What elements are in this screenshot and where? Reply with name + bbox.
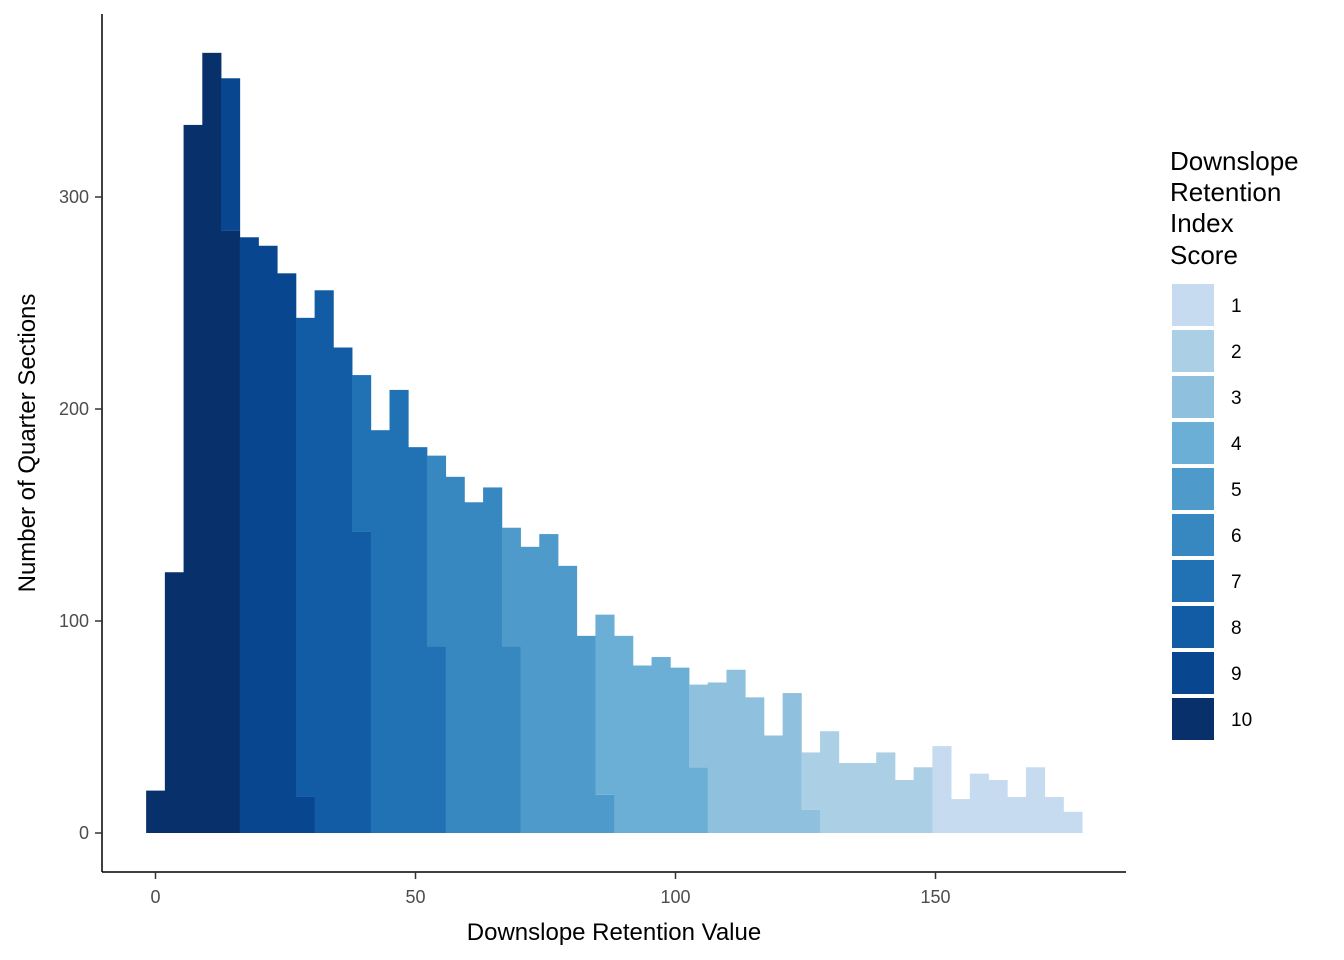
legend-label: 7 — [1231, 572, 1242, 593]
legend-label: 3 — [1231, 388, 1242, 409]
histogram-bar — [689, 767, 709, 833]
y-tick-label: 200 — [59, 399, 89, 419]
legend-title: Downslope Retention Index Score — [1170, 146, 1306, 270]
histogram-bar — [932, 746, 952, 833]
histogram-bar — [295, 796, 316, 833]
legend-key — [1172, 514, 1214, 556]
histogram-bar — [707, 682, 727, 833]
x-tick-label: 150 — [920, 887, 950, 907]
legend-label: 2 — [1231, 342, 1242, 363]
histogram-bar — [370, 430, 390, 833]
histogram-bar — [614, 635, 634, 833]
histogram-bar — [221, 230, 241, 834]
histogram-bar — [1063, 811, 1083, 833]
histogram-bar — [894, 780, 915, 833]
histogram-bar — [464, 502, 484, 833]
legend-label: 8 — [1231, 618, 1242, 639]
y-axis-title: Number of Quarter Sections — [14, 294, 41, 593]
histogram-bar — [969, 773, 989, 833]
histogram-bar — [988, 780, 1008, 833]
legend-key — [1172, 468, 1214, 510]
histogram-bar — [352, 531, 372, 833]
histogram-bar — [632, 665, 652, 833]
histogram-bar — [239, 237, 259, 833]
histogram-bar — [520, 546, 540, 833]
legend-key — [1172, 330, 1214, 372]
histogram-bar — [1044, 796, 1064, 833]
legend-label: 5 — [1231, 480, 1242, 501]
legend-key — [1172, 376, 1214, 418]
histogram-bar — [801, 752, 821, 810]
legend-key — [1172, 698, 1214, 740]
histogram-bar — [314, 290, 334, 833]
histogram-bar — [408, 447, 428, 833]
y-tick-label: 0 — [79, 823, 89, 843]
histogram-bar — [352, 375, 372, 532]
legend-key — [1172, 284, 1214, 326]
histogram-bar — [726, 669, 746, 833]
legend-key — [1172, 652, 1214, 694]
legend-label: 1 — [1231, 296, 1242, 317]
histogram-bar — [689, 684, 709, 768]
histogram-bar — [277, 273, 297, 833]
histogram-bar — [576, 635, 596, 833]
histogram-bar — [426, 455, 447, 647]
histogram-bar — [539, 534, 559, 833]
histogram-bar — [501, 527, 521, 647]
legend-title-line: Index — [1170, 208, 1234, 238]
histogram-bar — [389, 389, 409, 833]
legend-key — [1172, 560, 1214, 602]
legend-label: 4 — [1231, 434, 1242, 455]
histogram-bar — [651, 657, 671, 833]
legend-label: 6 — [1231, 526, 1242, 547]
histogram-bar — [164, 572, 184, 833]
y-axis-ticks: 0 100 200 300 — [59, 187, 102, 843]
legend-title-line: Score — [1170, 240, 1238, 270]
legend-title-line: Downslope — [1170, 146, 1299, 176]
legend-title-line: Retention — [1170, 177, 1281, 207]
histogram-bar — [221, 78, 241, 231]
histogram-bar — [763, 735, 784, 833]
histogram-bar — [838, 763, 858, 833]
histogram-bar — [1007, 796, 1027, 833]
legend-label: 10 — [1231, 710, 1252, 731]
legend-items: 1 2 3 4 5 6 7 8 9 10 — [1172, 284, 1252, 740]
histogram-bar — [445, 476, 465, 833]
histogram-bar — [595, 794, 615, 833]
histogram-bar — [146, 790, 166, 833]
legend-key — [1172, 422, 1214, 464]
histogram-bar — [745, 697, 765, 833]
legend-key — [1172, 606, 1214, 648]
legend: Downslope Retention Index Score 1 2 3 4 5 6 7 8… — [1170, 146, 1306, 740]
x-axis-title: Downslope Retention Value — [467, 919, 761, 946]
histogram-bar — [670, 667, 690, 833]
histogram-bar — [1025, 767, 1046, 833]
y-tick-label: 300 — [59, 187, 89, 207]
x-tick-label: 50 — [405, 887, 425, 907]
x-tick-label: 100 — [660, 887, 690, 907]
histogram-bar — [913, 767, 933, 833]
histogram-bar — [501, 646, 521, 833]
histogram-bar — [801, 809, 821, 833]
histogram-bars — [146, 52, 1083, 834]
histogram-bar — [876, 752, 896, 833]
histogram-bar — [183, 124, 203, 834]
histogram-bar — [295, 317, 316, 797]
histogram-bar — [595, 614, 615, 795]
x-tick-label: 0 — [150, 887, 160, 907]
histogram-bar — [951, 799, 971, 833]
legend-label: 9 — [1231, 664, 1242, 685]
histogram-bar — [483, 487, 503, 833]
histogram-bar — [782, 693, 802, 833]
y-tick-label: 100 — [59, 611, 89, 631]
histogram-bar — [820, 731, 840, 833]
histogram-bar — [333, 347, 353, 833]
histogram-bar — [857, 763, 877, 833]
histogram-bar — [557, 565, 578, 833]
x-axis-ticks: 0 50 100 150 — [150, 872, 951, 907]
histogram-bar — [426, 646, 447, 833]
histogram-bar — [258, 245, 278, 833]
histogram-bar — [202, 52, 222, 833]
